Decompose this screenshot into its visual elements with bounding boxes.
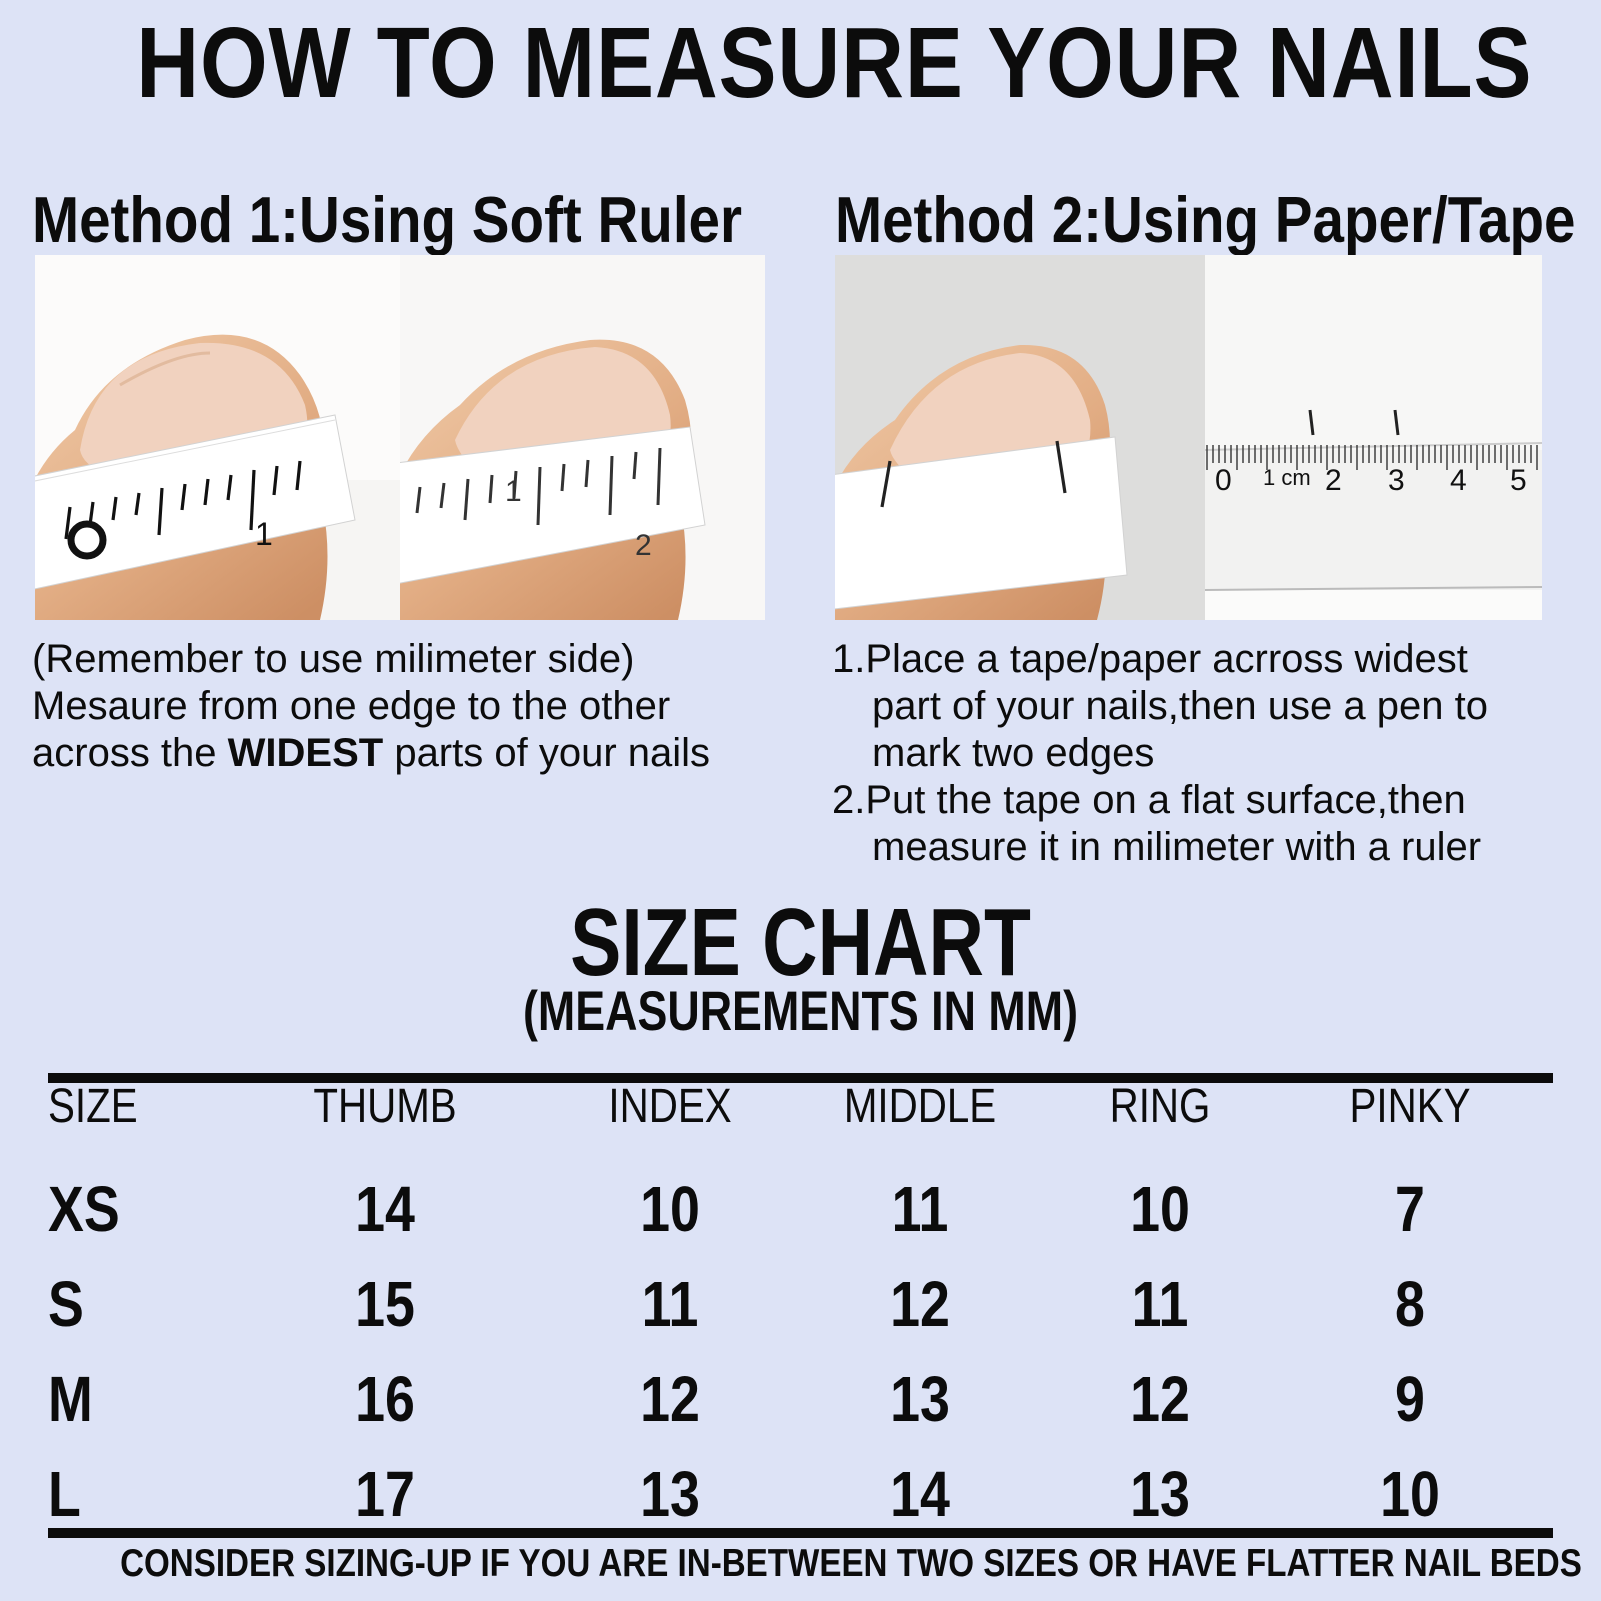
svg-text:3: 3 [1388,464,1405,497]
svg-text:5: 5 [1510,464,1527,497]
svg-text:4: 4 [1450,464,1467,497]
svg-text:1 cm: 1 cm [1263,465,1311,490]
svg-text:1: 1 [505,475,522,508]
svg-text:2: 2 [635,529,652,562]
svg-text:0: 0 [1215,464,1232,497]
svg-text:1: 1 [255,516,273,552]
